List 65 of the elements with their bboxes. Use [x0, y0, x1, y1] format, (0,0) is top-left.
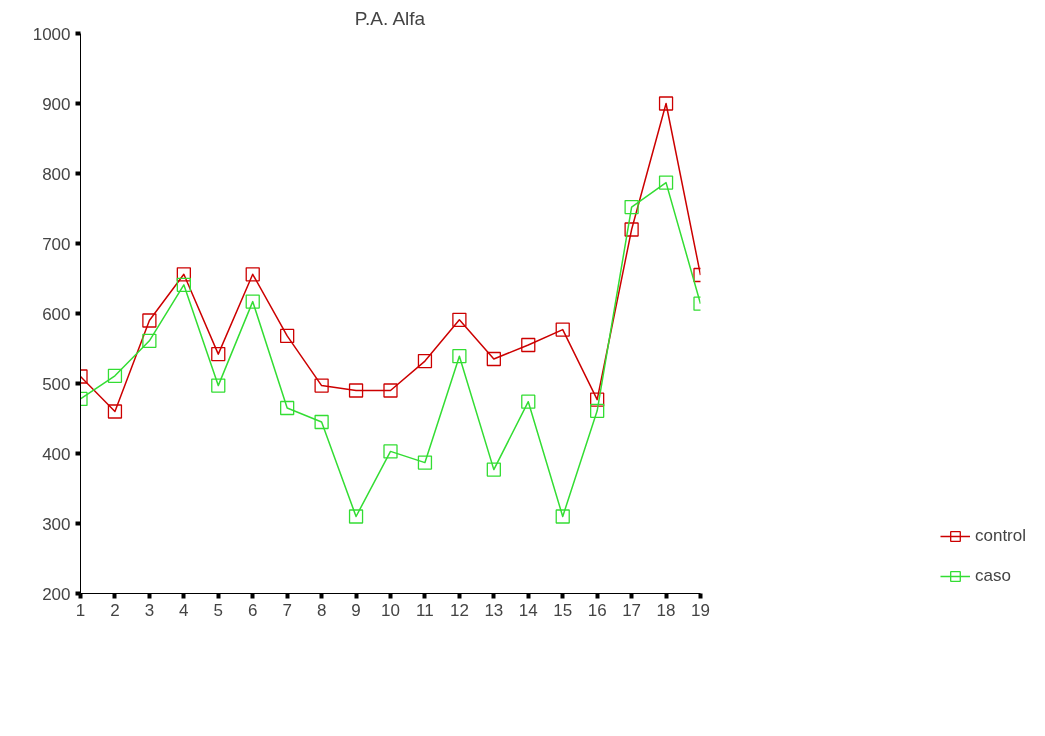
point — [176, 267, 191, 282]
x-tick-label: 5 — [213, 600, 224, 620]
x-tick-label: 7 — [282, 600, 292, 620]
point — [521, 337, 536, 353]
point — [486, 462, 501, 477]
point — [417, 455, 433, 470]
x-tick-label: 17 — [622, 600, 642, 620]
point — [624, 199, 639, 215]
x-tick-label: 2 — [110, 600, 120, 620]
legend-label: control — [974, 526, 1027, 546]
point — [417, 353, 433, 369]
x-tick-label: 11 — [416, 600, 434, 620]
x-tick-label: 8 — [316, 600, 327, 620]
point — [211, 378, 226, 393]
x-tick-label: 16 — [587, 600, 607, 620]
point — [521, 394, 536, 409]
y-tick-label: 900 — [42, 94, 71, 114]
y-tick-label: 400 — [42, 444, 71, 464]
point — [348, 383, 364, 398]
point — [348, 509, 364, 524]
point — [245, 294, 260, 309]
point — [245, 267, 260, 282]
point — [555, 509, 570, 524]
x-tick-label: 19 — [691, 600, 710, 620]
x-tick-label: 14 — [518, 600, 538, 620]
point — [452, 349, 467, 364]
legend-label: caso — [974, 566, 1011, 586]
point — [142, 333, 157, 348]
point — [280, 400, 295, 416]
x-tick-label: 3 — [144, 600, 155, 620]
y-tick-label: 700 — [42, 234, 71, 254]
y-tick-label: 600 — [42, 304, 71, 324]
x-tick-label: 4 — [179, 600, 189, 620]
point — [107, 368, 123, 383]
point — [658, 175, 674, 190]
y-tick-label: 1000 — [32, 24, 71, 44]
point — [383, 444, 398, 459]
x-tick-label: 1 — [75, 600, 86, 620]
x-tick-label: 12 — [449, 600, 469, 620]
point — [383, 383, 398, 398]
point — [280, 328, 295, 344]
x-tick-label: 6 — [247, 600, 258, 620]
point — [211, 346, 226, 362]
point — [314, 414, 329, 430]
point — [658, 96, 674, 111]
x-tick-label: 9 — [351, 600, 361, 620]
point — [452, 312, 467, 327]
point — [590, 403, 605, 418]
point — [486, 351, 501, 367]
point — [176, 277, 191, 292]
point — [314, 378, 329, 393]
point — [555, 322, 570, 337]
chart-title: P.A. Alfa — [354, 7, 426, 29]
y-tick-label: 300 — [42, 514, 71, 534]
point — [142, 313, 157, 328]
point — [590, 392, 605, 407]
y-tick-label: 800 — [42, 164, 71, 184]
y-tick-label: 500 — [42, 374, 71, 394]
x-tick-label: 10 — [381, 600, 400, 620]
point — [624, 222, 639, 237]
y-tick-label: 200 — [42, 584, 71, 604]
x-tick-label: 15 — [553, 600, 573, 620]
x-tick-label: 18 — [656, 600, 676, 620]
point — [107, 404, 123, 419]
x-tick-label: 13 — [484, 600, 504, 620]
